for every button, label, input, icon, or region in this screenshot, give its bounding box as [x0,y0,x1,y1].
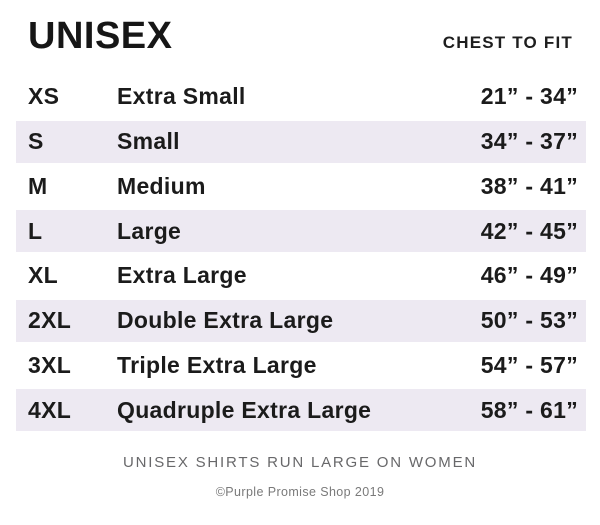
chest-range: 50” - 53” [480,307,578,334]
table-row: 3XL Triple Extra Large 54” - 57” [16,345,586,387]
chest-to-fit-label: CHEST TO FIT [442,33,573,52]
fit-note: UNISEX SHIRTS RUN LARGE ON WOMEN [122,454,478,472]
chest-range: 21” - 34” [480,83,578,110]
chest-range: 38” - 41” [480,172,578,199]
chest-range: 54” - 57” [480,352,578,379]
table-row: 2XL Double Extra Large 50” - 53” [16,299,586,342]
header: UNISEX CHEST TO FIT [28,15,573,58]
size-chart-page: UNISEX CHEST TO FIT XS Extra Small 21” -… [0,15,600,525]
size-name: Extra Small [117,83,246,110]
size-name: Small [117,128,180,155]
chest-range: 58” - 61” [480,396,578,423]
size-name: Triple Extra Large [117,352,317,379]
size-name: Double Extra Large [117,307,334,334]
copyright-text: ©Purple Promise Shop 2019 [215,485,385,500]
table-row: L Large 42” - 45” [16,210,586,253]
size-code: XL [28,262,58,289]
chest-range: 42” - 45” [480,217,578,244]
size-code: S [28,128,44,155]
table-row: XL Extra Large 46” - 49” [16,255,586,297]
size-code: L [28,217,43,244]
size-name: Large [117,217,182,244]
size-code: M [28,172,48,199]
table-row: M Medium 38” - 41” [16,165,586,207]
table-row: 4XL Quadruple Extra Large 58” - 61” [16,389,586,432]
size-code: 2XL [28,307,72,334]
size-name: Quadruple Extra Large [117,396,372,423]
table-row: S Small 34” - 37” [16,120,586,163]
chest-range: 46” - 49” [480,262,578,289]
chest-range: 34” - 37” [480,128,578,155]
size-table: XS Extra Small 21” - 34” S Small 34” - 3… [16,76,586,432]
size-name: Extra Large [117,262,247,289]
size-name: Medium [117,172,206,199]
table-row: XS Extra Small 21” - 34” [16,76,586,118]
size-code: 3XL [28,352,72,379]
size-code: XS [28,83,60,110]
page-title: UNISEX [28,15,173,57]
size-code: 4XL [28,396,72,423]
